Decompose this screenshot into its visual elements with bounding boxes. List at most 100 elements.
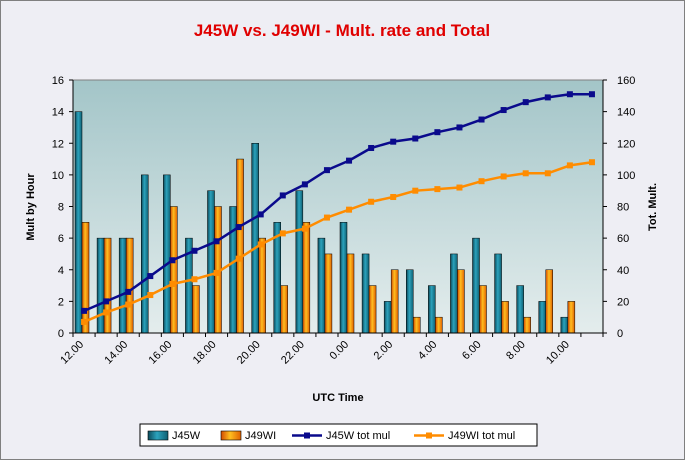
x-tick-label: 12.00 [58, 339, 86, 367]
bar [302, 222, 311, 334]
bar [383, 301, 392, 334]
line-point [500, 107, 507, 114]
line-point [412, 187, 419, 194]
bar [317, 237, 326, 334]
bar [560, 316, 569, 334]
bars-layer [74, 111, 576, 334]
line-point [257, 241, 264, 248]
line-point [323, 167, 330, 174]
line-point [434, 186, 441, 193]
x-tick-label: 6.00 [460, 339, 484, 363]
bar [494, 253, 502, 334]
legend-marker-j45w-tot [304, 432, 310, 439]
y-tick-label: 12 [52, 138, 64, 150]
line-point [103, 298, 110, 305]
bar [74, 111, 83, 334]
line-point [390, 138, 397, 145]
line-point [213, 269, 220, 276]
bar [435, 316, 443, 334]
line-point [566, 162, 573, 169]
bar [457, 269, 465, 334]
x-tick-label: 14.00 [102, 339, 130, 367]
y-tick-label: 6 [58, 233, 64, 245]
bar [390, 269, 399, 334]
line-point [191, 247, 198, 254]
y-tick-label: 14 [52, 107, 64, 119]
bar [368, 285, 377, 334]
x-tick-label: 16.00 [147, 339, 175, 367]
bar [346, 253, 355, 334]
line-point [147, 292, 154, 299]
bar [163, 174, 171, 334]
legend-swatch-j49wi [220, 430, 242, 441]
line-point [301, 181, 308, 188]
bar [103, 237, 112, 334]
x-tick-label: 20.00 [235, 339, 263, 367]
y2-axis-label: Tot. Mult. [647, 183, 659, 231]
line-point [434, 129, 441, 136]
line-point [301, 225, 308, 232]
bar [523, 316, 531, 334]
x-tick-label: 8.00 [504, 339, 528, 363]
line-point [81, 307, 88, 314]
bar [428, 285, 436, 334]
bar [280, 285, 288, 334]
line-point [257, 211, 264, 218]
legend-label-j49wi: J49WI [245, 430, 276, 442]
legend-label-j49wi-tot: J49WI tot mul [448, 430, 515, 442]
line-point [103, 309, 110, 316]
y2-tick-label: 80 [617, 202, 629, 214]
y2-tick-label: 20 [617, 296, 629, 308]
x-tick-label: 18.00 [191, 339, 219, 367]
line-point [235, 255, 242, 262]
chart-title: J45W vs. J49WI - Mult. rate and Total [194, 21, 490, 40]
line-point [478, 178, 485, 185]
x-tick-label: 10.00 [544, 339, 572, 367]
x-tick-label: 0.00 [328, 339, 352, 363]
bar [236, 158, 244, 334]
bar [567, 301, 576, 334]
line-point [456, 184, 463, 191]
bar [118, 237, 127, 334]
line-point [191, 276, 198, 283]
bar [125, 237, 134, 334]
legend-swatch-j45w [147, 430, 169, 441]
bar [538, 301, 546, 334]
bar [501, 301, 509, 334]
y-axis-label: Mult by Hour [25, 173, 37, 241]
y-tick-label: 0 [58, 328, 64, 340]
line-point [390, 194, 397, 201]
x-tick-label: 4.00 [416, 339, 440, 363]
y-tick-label: 10 [52, 170, 64, 182]
legend: J45W J49WI J45W tot mul J49WI tot mul [139, 423, 538, 447]
bar [472, 237, 480, 334]
bar [141, 174, 149, 334]
line-point [412, 135, 419, 142]
line-point [368, 144, 375, 151]
y2-tick-label: 120 [617, 138, 635, 150]
bar [96, 237, 105, 334]
line-point [279, 230, 286, 237]
line-point [346, 157, 353, 164]
line-point [323, 214, 330, 221]
line-point [522, 99, 529, 106]
y2-tick-label: 140 [617, 107, 635, 119]
bar [81, 222, 90, 334]
bar [516, 285, 524, 334]
series-line [83, 160, 593, 324]
line-point [588, 159, 595, 166]
y2-tick-label: 0 [617, 328, 623, 340]
y2-tick-label: 160 [617, 75, 635, 87]
bar [479, 285, 487, 334]
legend-marker-j49wi-tot [426, 432, 432, 439]
line-point [566, 91, 573, 98]
line-point [279, 192, 286, 199]
line-point [456, 124, 463, 131]
series-line [83, 92, 592, 313]
bar [450, 253, 458, 334]
y2-tick-label: 40 [617, 265, 629, 277]
line-point [81, 318, 88, 325]
bar [361, 253, 370, 334]
bar [339, 222, 348, 334]
